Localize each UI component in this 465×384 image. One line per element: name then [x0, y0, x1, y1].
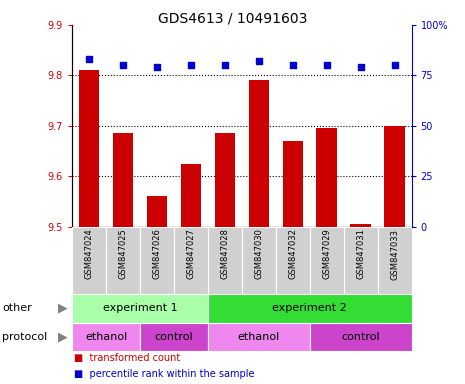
Bar [378, 227, 412, 294]
Bar [208, 294, 412, 323]
Text: GSM847026: GSM847026 [153, 228, 161, 280]
Text: ethanol: ethanol [85, 332, 127, 342]
Bar [317, 128, 337, 227]
Bar [385, 126, 405, 227]
Text: GSM847029: GSM847029 [322, 228, 331, 279]
Text: GSM847033: GSM847033 [390, 228, 399, 280]
Bar [310, 227, 344, 294]
Bar [283, 141, 303, 227]
Point [85, 56, 93, 62]
Bar [72, 227, 106, 294]
Bar [181, 164, 201, 227]
Point [153, 64, 160, 70]
Point [255, 58, 262, 64]
Bar [113, 133, 133, 227]
Bar [310, 323, 412, 351]
Bar [72, 294, 208, 323]
Bar [208, 227, 242, 294]
Text: GSM847028: GSM847028 [220, 228, 229, 280]
Text: GSM847032: GSM847032 [288, 228, 297, 280]
Text: GSM847024: GSM847024 [85, 228, 93, 279]
Bar [140, 227, 174, 294]
Bar [72, 323, 140, 351]
Point [391, 62, 398, 68]
Text: ethanol: ethanol [238, 332, 280, 342]
Bar [79, 70, 99, 227]
Point [187, 62, 194, 68]
Bar [351, 224, 371, 227]
Text: control: control [154, 332, 193, 342]
Bar [249, 80, 269, 227]
Point [289, 62, 296, 68]
Text: experiment 2: experiment 2 [272, 303, 347, 313]
Text: GSM847027: GSM847027 [186, 228, 195, 280]
Text: GSM847025: GSM847025 [119, 228, 127, 279]
Bar [208, 323, 310, 351]
Text: ■  transformed count: ■ transformed count [74, 353, 180, 363]
Bar [242, 227, 276, 294]
Point [119, 62, 126, 68]
Text: ▶: ▶ [58, 331, 67, 343]
Text: other: other [2, 303, 32, 313]
Text: GSM847031: GSM847031 [356, 228, 365, 280]
Bar [106, 227, 140, 294]
Text: experiment 1: experiment 1 [103, 303, 177, 313]
Text: ▶: ▶ [58, 302, 67, 314]
Bar [174, 227, 208, 294]
Text: control: control [341, 332, 380, 342]
Text: ■  percentile rank within the sample: ■ percentile rank within the sample [74, 369, 255, 379]
Text: GDS4613 / 10491603: GDS4613 / 10491603 [158, 12, 307, 25]
Bar [147, 196, 167, 227]
Point [323, 62, 330, 68]
Bar [140, 323, 208, 351]
Bar [215, 133, 235, 227]
Point [357, 64, 364, 70]
Bar [344, 227, 378, 294]
Bar [276, 227, 310, 294]
Point [221, 62, 228, 68]
Text: protocol: protocol [2, 332, 47, 342]
Text: GSM847030: GSM847030 [254, 228, 263, 280]
